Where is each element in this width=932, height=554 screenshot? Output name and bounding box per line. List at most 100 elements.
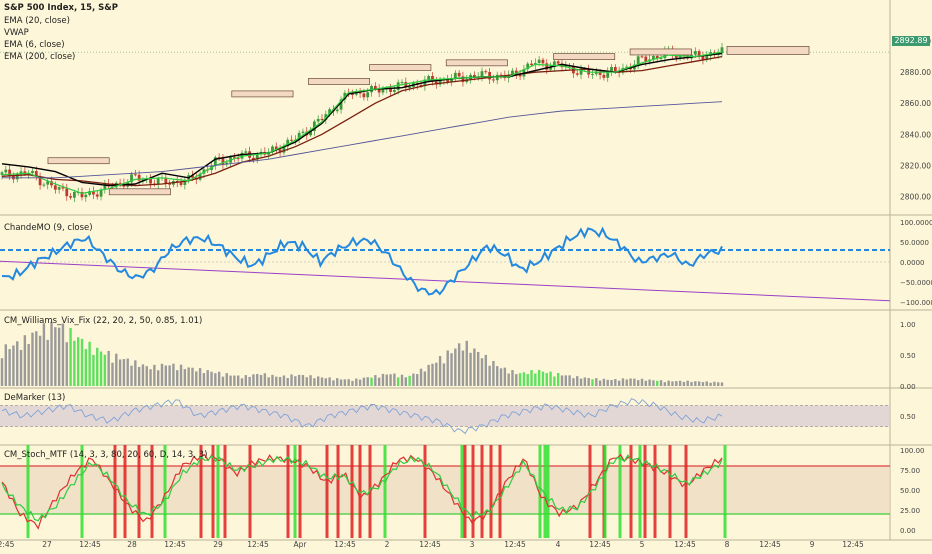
vix-bar: [416, 374, 419, 386]
vix-bar: [240, 378, 244, 386]
stoch-buy-signal: [538, 445, 542, 538]
vix-bar: [602, 378, 606, 386]
candle-body: [252, 157, 255, 160]
stoch-sell-signal: [653, 445, 657, 538]
candle-body: [118, 182, 122, 184]
stoch-sell-signal: [480, 445, 484, 538]
candle-body: [4, 169, 8, 173]
vix-bar: [23, 335, 27, 386]
vix-bar: [324, 378, 328, 386]
main-price-pane: 2900.002880.002860.002840.002820.002800.…: [0, 37, 931, 203]
vix-bar: [263, 373, 267, 386]
stoch-tick-label: 0.00: [900, 527, 916, 535]
vix-bar: [347, 379, 350, 386]
stoch-sell-signal: [286, 445, 290, 538]
stoch-buy-signal: [638, 445, 642, 538]
ema6-line: [1, 51, 723, 195]
legend-stoch-mtf[interactable]: CM_Stoch_MTF (14, 3, 3, 80, 20, 60, D, 1…: [4, 450, 208, 460]
stoch-sell-signal: [668, 445, 672, 538]
chart-title: S&P 500 Index, 15, S&P: [4, 3, 118, 13]
price-tick-label: 2860.00: [900, 99, 931, 108]
candle-body: [450, 78, 453, 82]
candle-body: [492, 79, 495, 81]
stoch-sell-signal: [137, 445, 141, 538]
vix-bar: [595, 378, 598, 386]
demarker-line: [1, 398, 723, 435]
candle-body: [419, 85, 423, 87]
vix-bar: [84, 349, 88, 386]
vix-bar: [191, 367, 194, 386]
vix-bar: [187, 367, 190, 386]
stoch-sell-signal: [423, 445, 427, 538]
legend-chande-mo[interactable]: ChandeMO (9, close): [4, 223, 93, 233]
candle-body: [57, 187, 61, 190]
candle-body: [213, 157, 217, 166]
legend-ema6[interactable]: EMA (6, close): [4, 40, 65, 50]
candle-body: [282, 146, 286, 153]
vix-bar: [16, 341, 19, 386]
legend-demarker[interactable]: DeMarker (13): [4, 393, 66, 403]
candle-body: [518, 74, 522, 77]
vix-bar: [214, 373, 217, 386]
vix-bar: [465, 340, 468, 386]
vix-bar: [640, 378, 644, 386]
vix-bar: [351, 380, 354, 386]
vix-bar: [515, 374, 518, 386]
chande-mo-pane: 100.0000 50.0000 0.0000 −50.0000 −100.0000: [0, 219, 932, 307]
vix-bar: [149, 369, 152, 386]
legend-vwap[interactable]: VWAP: [4, 28, 29, 38]
candle-body: [38, 176, 42, 186]
candle-body: [46, 181, 50, 185]
stoch-sell-signal: [629, 445, 633, 538]
vix-bar: [328, 377, 331, 386]
candle-body: [168, 183, 172, 185]
candle-body: [697, 51, 701, 56]
candle-body: [309, 131, 312, 136]
candle-body: [545, 63, 549, 70]
vix-bar: [358, 379, 362, 386]
vix-bar: [271, 374, 274, 386]
demarker-tick-label: 0.50: [900, 413, 916, 421]
cmo-line: [1, 226, 723, 296]
candle-body: [19, 171, 23, 175]
time-tick-label: 12:45: [334, 540, 356, 549]
candle-body: [526, 63, 530, 70]
price-tick-label: 2840.00: [900, 130, 931, 139]
vix-bar: [412, 373, 415, 386]
vix-bar: [122, 359, 126, 386]
stoch-buy-signal: [543, 445, 547, 538]
time-tick-label: 12:45: [842, 540, 864, 549]
stoch-buy-signal: [26, 445, 30, 538]
vix-bar: [73, 340, 76, 386]
vix-bar: [233, 375, 236, 386]
stoch-sell-signal: [489, 445, 493, 538]
vix-bar: [556, 372, 560, 386]
candle-body: [400, 82, 404, 84]
stoch-sell-signal: [463, 445, 467, 538]
vix-bar: [716, 382, 720, 386]
vix-bar: [591, 379, 594, 386]
time-tick-label: 12:45: [589, 540, 611, 549]
vix-bar: [507, 373, 510, 386]
vix-bar: [27, 343, 30, 386]
candle-body: [137, 174, 141, 181]
vix-bar: [496, 366, 499, 386]
vix-bar: [503, 367, 507, 386]
candle-body: [0, 172, 4, 175]
time-tick-label: 4: [556, 540, 561, 549]
vix-bar: [518, 373, 522, 386]
legend-ema20[interactable]: EMA (20, close): [4, 16, 70, 26]
legend-vix-fix[interactable]: CM_Williams_Vix_Fix (22, 20, 2, 50, 0.85…: [4, 316, 203, 326]
stoch-sell-signal: [150, 445, 154, 538]
candle-body: [274, 146, 278, 150]
stoch-sell-signal: [358, 445, 362, 538]
time-tick-label: 8: [725, 540, 730, 549]
stoch-buy-signal: [80, 445, 84, 538]
vix-bar: [153, 364, 156, 386]
candle-body: [328, 109, 332, 115]
stoch-sell-signal: [350, 445, 354, 538]
stoch-buy-signal: [546, 445, 550, 538]
legend-ema200[interactable]: EMA (200, close): [4, 52, 76, 62]
zone-box: [629, 48, 692, 56]
